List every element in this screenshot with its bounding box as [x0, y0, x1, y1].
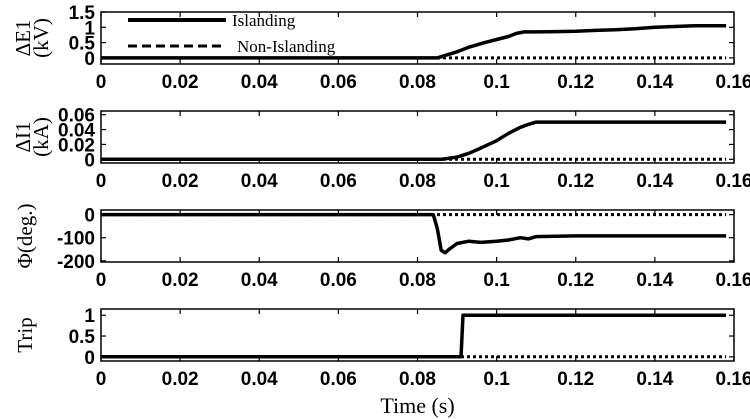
x-tick-label: 0.04: [241, 270, 278, 291]
y-tick-label: 0: [84, 206, 95, 227]
x-tick-label: 0.04: [241, 369, 278, 390]
x-tick-label: 0.12: [557, 270, 594, 291]
y-tick-label: 0.04: [58, 121, 95, 142]
series-line-islanding: [101, 24, 727, 60]
x-tick-label: 0.08: [399, 270, 436, 291]
x-tick-label: 0.14: [636, 270, 673, 291]
x-tick-label: 0.08: [399, 369, 436, 390]
x-tick-label: 0.16: [716, 369, 750, 390]
x-axis-label: Time (s): [380, 393, 454, 418]
x-tick-label: 0.14: [636, 369, 673, 390]
x-tick-label: 0.06: [320, 270, 357, 291]
x-tick-label: 0.02: [162, 270, 199, 291]
x-tick-label: 0.1: [483, 171, 510, 192]
panel-4: 0 0.02 0.04 0.06 0.08 0.1 0.12 0.14 0.16 00.51 Tri…: [13, 306, 750, 418]
x-tick-label: 0.16: [716, 270, 750, 291]
y-tick-label: -200: [57, 252, 95, 273]
y-tick-label: 0.5: [69, 327, 96, 348]
y-axis-unit-label: (kA): [29, 117, 53, 157]
y-axis-label: ΔE1: [11, 20, 35, 57]
x-tick-label: 0.16: [716, 171, 750, 192]
x-tick-label: 0.1: [483, 270, 510, 291]
plot-frame: [100, 110, 735, 164]
x-tick-label: 0.02: [162, 171, 199, 192]
x-tick-label: 0: [96, 369, 107, 390]
panel-2: 0 0.02 0.04 0.06 0.08 0.1 0.12 0.14 0.1600.020.0…: [11, 106, 750, 192]
x-tick-label: 0.06: [320, 369, 357, 390]
series-line-islanding: [101, 313, 727, 359]
panel-1: 0 0.02 0.04 0.06 0.08 0.1 0.12 0.14 0.16 00.511.5…: [11, 3, 750, 93]
x-tick-label: 0.12: [557, 171, 594, 192]
x-tick-label: 0.14: [636, 72, 673, 93]
x-tick-label: 0: [96, 171, 107, 192]
y-axis-label: Trip: [13, 317, 37, 352]
x-tick-label: 0.12: [557, 72, 594, 93]
y-tick-label: 0.02: [58, 135, 95, 156]
y-tick-label: 1.5: [69, 3, 96, 24]
x-tick-label: 0.04: [241, 171, 278, 192]
legend: Islanding Non-Islanding: [128, 11, 336, 56]
x-tick-label: 0.06: [320, 171, 357, 192]
x-tick-label: 0.08: [399, 171, 436, 192]
y-axis-label: Φ(deg.): [13, 204, 37, 269]
y-tick-label: 1: [84, 18, 95, 39]
y-tick-label: 0.5: [69, 34, 96, 55]
legend-entry-label: Islanding: [232, 11, 296, 30]
x-tick-label: 0.02: [162, 72, 199, 93]
y-tick-label: 0: [84, 150, 95, 171]
y-tick-label: 1: [84, 306, 95, 327]
y-axis-label: ΔI1: [11, 122, 35, 153]
y-axis-unit-label: (kV): [29, 18, 53, 58]
x-tick-label: 0.16: [716, 72, 750, 93]
y-tick-label: -100: [57, 229, 95, 250]
x-tick-label: 0.02: [162, 369, 199, 390]
x-tick-label: 0.12: [557, 369, 594, 390]
series-line-islanding: [101, 212, 727, 255]
series-line-islanding: [101, 120, 727, 162]
x-tick-label: 0.1: [483, 72, 510, 93]
y-tick-label: 0.06: [58, 106, 95, 127]
panel-3: 0 0.02 0.04 0.06 0.08 0.1 0.12 0.14 0.16 0-100-20…: [13, 204, 750, 291]
x-tick-label: 0.08: [399, 72, 436, 93]
y-tick-label: 0: [84, 348, 95, 369]
x-tick-label: 0.14: [636, 171, 673, 192]
x-tick-label: 0.06: [320, 72, 357, 93]
x-tick-label: 0: [96, 72, 107, 93]
x-tick-label: 0.1: [483, 369, 510, 390]
legend-entry-label: Non-Islanding: [237, 37, 336, 56]
x-tick-label: 0.04: [241, 72, 278, 93]
x-tick-label: 0: [96, 270, 107, 291]
y-tick-label: 0: [84, 49, 95, 70]
